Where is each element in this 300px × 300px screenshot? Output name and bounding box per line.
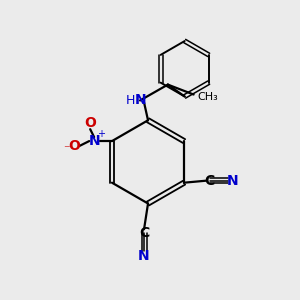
Text: C: C (139, 226, 149, 240)
Text: O: O (68, 139, 80, 153)
Text: O: O (84, 116, 96, 130)
Text: C: C (205, 174, 215, 188)
Text: N: N (88, 134, 100, 148)
Text: CH₃: CH₃ (198, 92, 218, 101)
Text: N: N (138, 249, 150, 263)
Text: ⁻: ⁻ (63, 143, 70, 157)
Text: +: + (97, 129, 105, 139)
Text: N: N (227, 174, 239, 188)
Text: H: H (125, 94, 135, 107)
Text: N: N (134, 94, 146, 107)
